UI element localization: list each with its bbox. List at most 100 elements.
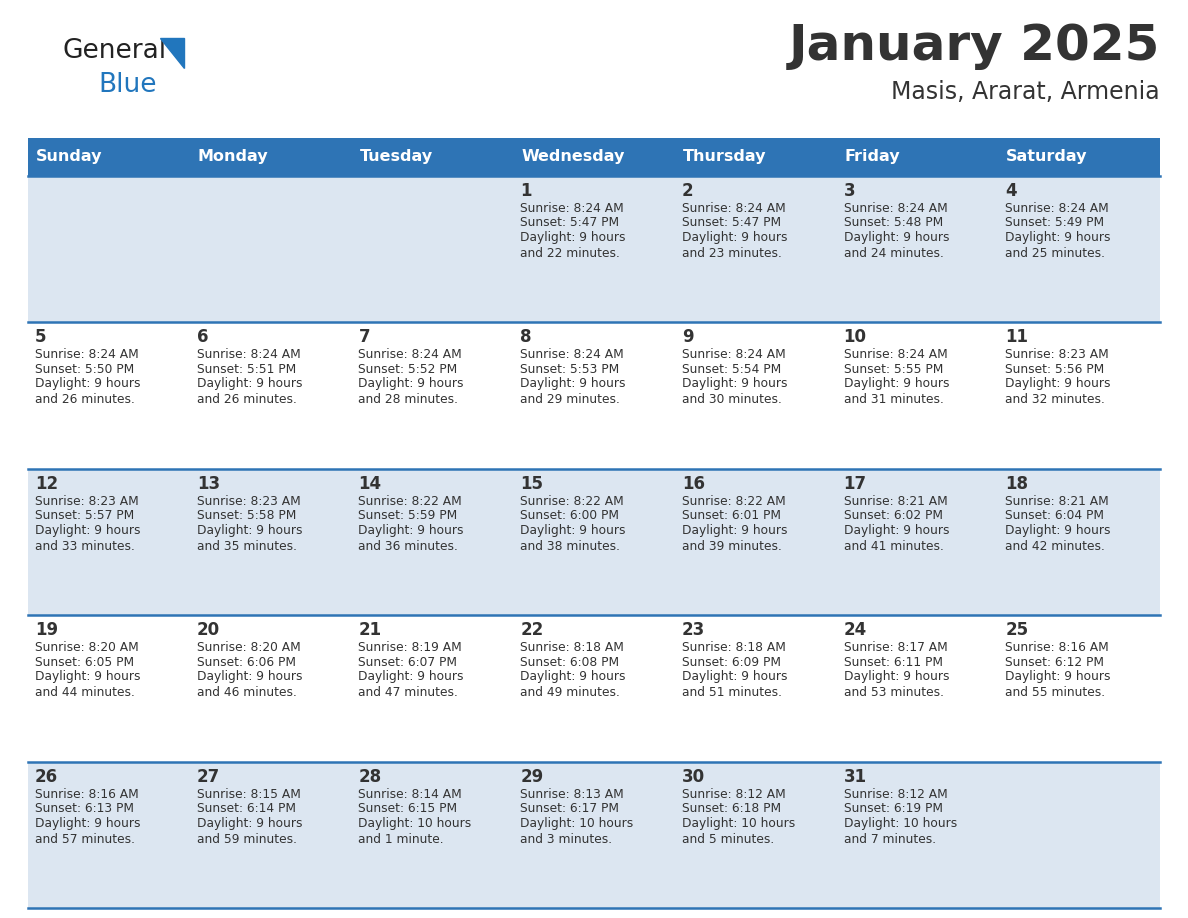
Text: Sunrise: 8:22 AM: Sunrise: 8:22 AM <box>682 495 785 508</box>
Text: Sunrise: 8:24 AM: Sunrise: 8:24 AM <box>197 349 301 362</box>
Text: Sunrise: 8:16 AM: Sunrise: 8:16 AM <box>1005 641 1110 655</box>
Text: Sunset: 6:07 PM: Sunset: 6:07 PM <box>359 655 457 668</box>
Text: Sunrise: 8:17 AM: Sunrise: 8:17 AM <box>843 641 947 655</box>
Text: Daylight: 9 hours
and 35 minutes.: Daylight: 9 hours and 35 minutes. <box>197 524 302 553</box>
Text: Sunrise: 8:15 AM: Sunrise: 8:15 AM <box>197 788 301 800</box>
Text: Daylight: 9 hours
and 38 minutes.: Daylight: 9 hours and 38 minutes. <box>520 524 626 553</box>
Text: Sunset: 5:49 PM: Sunset: 5:49 PM <box>1005 217 1105 230</box>
Text: Sunrise: 8:24 AM: Sunrise: 8:24 AM <box>1005 202 1110 215</box>
Text: Daylight: 9 hours
and 42 minutes.: Daylight: 9 hours and 42 minutes. <box>1005 524 1111 553</box>
Text: Daylight: 9 hours
and 30 minutes.: Daylight: 9 hours and 30 minutes. <box>682 377 788 407</box>
Text: Daylight: 10 hours
and 5 minutes.: Daylight: 10 hours and 5 minutes. <box>682 817 795 845</box>
Text: Friday: Friday <box>845 150 901 164</box>
Bar <box>29 762 1159 908</box>
Text: Sunrise: 8:22 AM: Sunrise: 8:22 AM <box>359 495 462 508</box>
Text: Tuesday: Tuesday <box>360 150 432 164</box>
Text: Sunrise: 8:18 AM: Sunrise: 8:18 AM <box>682 641 785 655</box>
Text: 23: 23 <box>682 621 706 639</box>
Text: Daylight: 10 hours
and 1 minute.: Daylight: 10 hours and 1 minute. <box>359 817 472 845</box>
Text: Sunset: 5:51 PM: Sunset: 5:51 PM <box>197 363 296 375</box>
Text: Sunrise: 8:20 AM: Sunrise: 8:20 AM <box>34 641 139 655</box>
Text: 8: 8 <box>520 329 532 346</box>
Bar <box>352 138 513 176</box>
Text: Sunrise: 8:24 AM: Sunrise: 8:24 AM <box>359 349 462 362</box>
Text: 25: 25 <box>1005 621 1029 639</box>
Text: 14: 14 <box>359 475 381 493</box>
Text: 21: 21 <box>359 621 381 639</box>
Text: January 2025: January 2025 <box>789 22 1159 70</box>
Bar <box>190 138 352 176</box>
Text: 6: 6 <box>197 329 208 346</box>
Text: General: General <box>62 38 166 64</box>
Text: Sunset: 5:47 PM: Sunset: 5:47 PM <box>682 217 781 230</box>
Text: Daylight: 9 hours
and 31 minutes.: Daylight: 9 hours and 31 minutes. <box>843 377 949 407</box>
Text: Daylight: 9 hours
and 39 minutes.: Daylight: 9 hours and 39 minutes. <box>682 524 788 553</box>
Text: Daylight: 9 hours
and 28 minutes.: Daylight: 9 hours and 28 minutes. <box>359 377 465 407</box>
Text: Sunset: 6:14 PM: Sunset: 6:14 PM <box>197 802 296 815</box>
Text: Daylight: 9 hours
and 23 minutes.: Daylight: 9 hours and 23 minutes. <box>682 231 788 260</box>
Text: Sunrise: 8:22 AM: Sunrise: 8:22 AM <box>520 495 624 508</box>
Text: Daylight: 10 hours
and 7 minutes.: Daylight: 10 hours and 7 minutes. <box>843 817 956 845</box>
Text: Sunset: 5:52 PM: Sunset: 5:52 PM <box>359 363 457 375</box>
Text: Saturday: Saturday <box>1006 150 1088 164</box>
Text: Sunset: 5:57 PM: Sunset: 5:57 PM <box>34 509 134 522</box>
Text: Daylight: 9 hours
and 49 minutes.: Daylight: 9 hours and 49 minutes. <box>520 670 626 700</box>
Text: Sunrise: 8:24 AM: Sunrise: 8:24 AM <box>682 202 785 215</box>
Bar <box>29 615 1159 762</box>
Text: 12: 12 <box>34 475 58 493</box>
Text: 11: 11 <box>1005 329 1029 346</box>
Text: Masis, Ararat, Armenia: Masis, Ararat, Armenia <box>891 80 1159 104</box>
Text: 15: 15 <box>520 475 543 493</box>
Bar <box>836 138 998 176</box>
Text: 2: 2 <box>682 182 694 200</box>
Text: Sunset: 6:08 PM: Sunset: 6:08 PM <box>520 655 619 668</box>
Text: Sunrise: 8:12 AM: Sunrise: 8:12 AM <box>682 788 785 800</box>
Text: Sunset: 6:15 PM: Sunset: 6:15 PM <box>359 802 457 815</box>
Text: Daylight: 9 hours
and 32 minutes.: Daylight: 9 hours and 32 minutes. <box>1005 377 1111 407</box>
Text: 22: 22 <box>520 621 543 639</box>
Text: Sunrise: 8:13 AM: Sunrise: 8:13 AM <box>520 788 624 800</box>
Bar <box>29 138 190 176</box>
Text: Sunset: 6:13 PM: Sunset: 6:13 PM <box>34 802 134 815</box>
Text: Sunset: 6:12 PM: Sunset: 6:12 PM <box>1005 655 1105 668</box>
Text: Sunset: 5:55 PM: Sunset: 5:55 PM <box>843 363 943 375</box>
Text: Sunset: 6:17 PM: Sunset: 6:17 PM <box>520 802 619 815</box>
Text: 26: 26 <box>34 767 58 786</box>
Text: 28: 28 <box>359 767 381 786</box>
Bar <box>29 176 1159 322</box>
Text: Sunrise: 8:23 AM: Sunrise: 8:23 AM <box>34 495 139 508</box>
Text: Blue: Blue <box>97 72 157 98</box>
Text: Sunrise: 8:12 AM: Sunrise: 8:12 AM <box>843 788 947 800</box>
Text: 27: 27 <box>197 767 220 786</box>
Text: 16: 16 <box>682 475 704 493</box>
Text: Daylight: 9 hours
and 41 minutes.: Daylight: 9 hours and 41 minutes. <box>843 524 949 553</box>
Text: Sunrise: 8:20 AM: Sunrise: 8:20 AM <box>197 641 301 655</box>
Text: Daylight: 9 hours
and 55 minutes.: Daylight: 9 hours and 55 minutes. <box>1005 670 1111 700</box>
Text: Daylight: 9 hours
and 22 minutes.: Daylight: 9 hours and 22 minutes. <box>520 231 626 260</box>
Text: Sunrise: 8:24 AM: Sunrise: 8:24 AM <box>520 202 624 215</box>
Bar <box>29 322 1159 469</box>
Bar <box>29 469 1159 615</box>
Text: Sunrise: 8:24 AM: Sunrise: 8:24 AM <box>843 349 947 362</box>
Text: Sunrise: 8:21 AM: Sunrise: 8:21 AM <box>843 495 947 508</box>
Text: 29: 29 <box>520 767 543 786</box>
Text: 20: 20 <box>197 621 220 639</box>
Text: Sunrise: 8:23 AM: Sunrise: 8:23 AM <box>197 495 301 508</box>
Text: Sunset: 6:18 PM: Sunset: 6:18 PM <box>682 802 781 815</box>
Text: Sunset: 5:59 PM: Sunset: 5:59 PM <box>359 509 457 522</box>
Text: Sunset: 5:54 PM: Sunset: 5:54 PM <box>682 363 781 375</box>
Text: Daylight: 9 hours
and 25 minutes.: Daylight: 9 hours and 25 minutes. <box>1005 231 1111 260</box>
Text: Sunrise: 8:24 AM: Sunrise: 8:24 AM <box>34 349 139 362</box>
Text: Sunrise: 8:14 AM: Sunrise: 8:14 AM <box>359 788 462 800</box>
Text: Sunset: 6:04 PM: Sunset: 6:04 PM <box>1005 509 1105 522</box>
Bar <box>998 138 1159 176</box>
Text: Wednesday: Wednesday <box>522 150 625 164</box>
Text: Sunset: 6:02 PM: Sunset: 6:02 PM <box>843 509 942 522</box>
Text: Daylight: 9 hours
and 47 minutes.: Daylight: 9 hours and 47 minutes. <box>359 670 465 700</box>
Text: Sunrise: 8:23 AM: Sunrise: 8:23 AM <box>1005 349 1110 362</box>
Text: 31: 31 <box>843 767 867 786</box>
Text: Sunday: Sunday <box>36 150 102 164</box>
Text: Sunset: 6:11 PM: Sunset: 6:11 PM <box>843 655 942 668</box>
Text: Daylight: 9 hours
and 44 minutes.: Daylight: 9 hours and 44 minutes. <box>34 670 140 700</box>
Text: Daylight: 9 hours
and 59 minutes.: Daylight: 9 hours and 59 minutes. <box>197 817 302 845</box>
